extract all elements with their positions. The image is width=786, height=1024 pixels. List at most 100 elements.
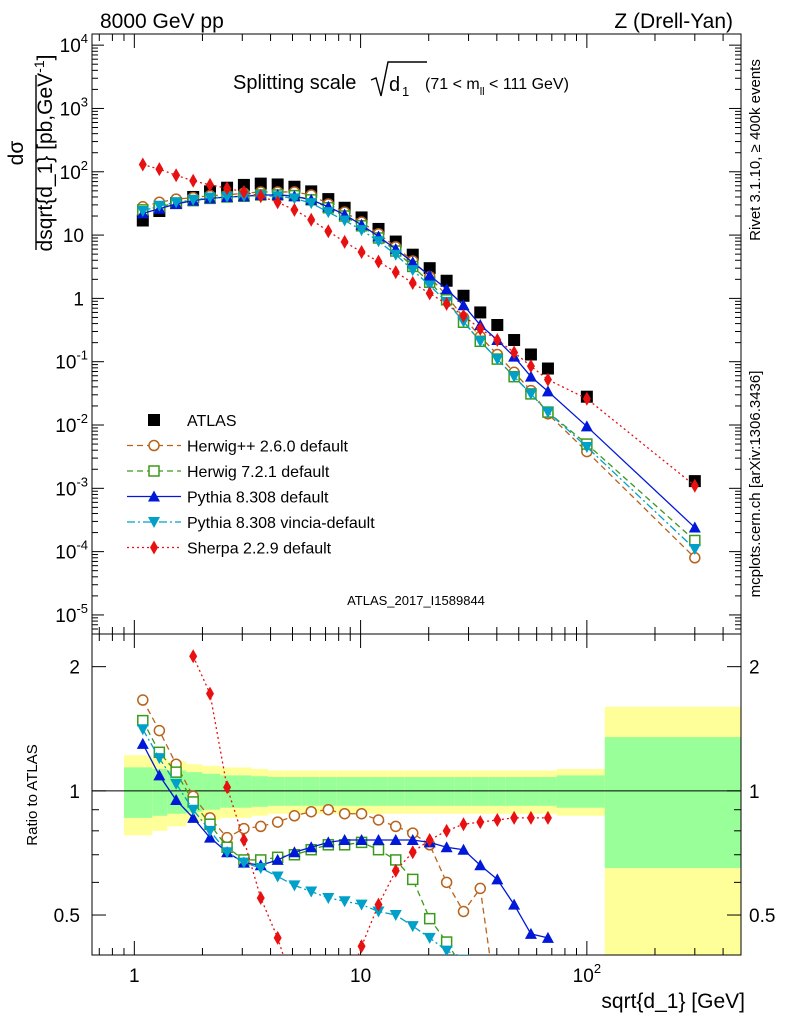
data-point <box>305 198 318 210</box>
ratio-point <box>204 831 217 843</box>
data-point <box>508 371 521 383</box>
ratio-point <box>423 912 436 925</box>
ratio-point <box>474 882 487 895</box>
data-point <box>440 283 453 295</box>
data-point <box>187 194 200 206</box>
y-tick-label: 10-2 <box>55 411 88 437</box>
legend: ATLAS Herwig++ 2.6.0 default Herwig 7.2.1 … <box>127 413 375 558</box>
band-inner <box>556 775 605 808</box>
title-main: Splitting scale <box>233 72 356 94</box>
ylabel-numerator: dσ <box>5 141 28 166</box>
data-point <box>440 274 453 287</box>
ratio-point <box>153 724 166 737</box>
legend-label: Herwig++ 2.6.0 default <box>187 439 349 456</box>
y-tick-label: 10-5 <box>55 601 88 627</box>
ratio-point <box>322 803 335 816</box>
ratio-point <box>488 974 498 984</box>
x-tick-label: 1 <box>129 966 140 987</box>
ratio-point <box>372 843 385 856</box>
data-point <box>442 296 451 311</box>
ratio-point <box>406 873 419 886</box>
band-inner <box>404 777 422 806</box>
data-point <box>138 157 147 172</box>
data-point <box>493 333 502 348</box>
data-point <box>206 177 215 192</box>
ylabel-denominator: dsqrt{d_1} [pb,GeV-1] <box>31 55 57 252</box>
ratio-point <box>271 816 284 828</box>
ratio-point <box>237 857 250 869</box>
ratio-point <box>170 766 182 778</box>
ratio-point <box>357 939 366 954</box>
plot-title: Splitting scale d 1 (71 < mll < 111 GeV) <box>233 61 569 99</box>
data-point <box>541 362 554 375</box>
title-symbol: d <box>389 74 400 96</box>
header-right: Z (Drell-Yan) <box>614 10 733 33</box>
data-point <box>170 197 183 209</box>
data-point <box>391 265 400 280</box>
ratio-series-line <box>192 655 548 955</box>
ratio-point <box>491 873 504 885</box>
data-point <box>690 478 699 493</box>
data-point <box>374 254 383 269</box>
data-point <box>256 189 265 204</box>
mcplots-label: mcplots.cern.ch [arXiv:1306.3436] <box>747 371 764 598</box>
ratio-point <box>305 886 318 898</box>
ratio-y-axis-label: Ratio to ATLAS <box>24 744 41 845</box>
ratio-point <box>137 714 149 727</box>
y-tick-label: 102 <box>60 158 88 184</box>
ratio-point <box>305 805 317 818</box>
data-point <box>307 212 316 227</box>
ratio-point <box>391 863 400 878</box>
ratio-point <box>223 780 232 795</box>
ratio-axes: 0.5 0.5 1 1 2 2 1 10 102 <box>54 633 775 987</box>
ratio-point <box>254 863 267 875</box>
ratio-series-1 <box>137 714 456 955</box>
data-point <box>153 200 166 212</box>
ratio-point <box>374 897 383 912</box>
ratio-y-tick-label: 1 <box>69 782 80 803</box>
analysis-id: ATLAS_2017_I1589844 <box>347 593 485 608</box>
ratio-point <box>389 820 402 833</box>
data-point <box>474 336 487 348</box>
title-subscript: 1 <box>402 84 409 99</box>
band-inner <box>353 777 370 806</box>
ratio-point <box>136 737 149 749</box>
data-point <box>688 521 701 533</box>
ratio-point <box>137 694 149 706</box>
ratio-point <box>372 814 385 826</box>
band-inner <box>284 777 302 806</box>
ratio-point <box>543 810 552 825</box>
ratio-point <box>510 810 519 825</box>
data-point <box>541 407 554 419</box>
band-inner <box>522 777 540 806</box>
data-point <box>136 206 149 218</box>
legend-entry: Herwig++ 2.6.0 default <box>127 439 349 456</box>
ratio-y-tick-label: 0.5 <box>54 906 80 927</box>
data-point <box>510 345 519 360</box>
ratio-point <box>440 876 453 889</box>
data-point <box>580 441 593 453</box>
ratio-point <box>254 820 267 833</box>
ratio-point <box>238 822 250 835</box>
ratio-point <box>476 815 485 830</box>
ratio-point <box>440 841 453 853</box>
data-point <box>457 289 470 302</box>
ratio-point <box>288 880 301 892</box>
ratio-point <box>338 896 351 908</box>
data-point <box>476 321 485 336</box>
band-inner <box>301 777 320 806</box>
legend-marker <box>148 465 160 477</box>
data-point <box>423 280 436 292</box>
ratio-plot-series <box>136 649 554 984</box>
legend-entry: Pythia 8.308 vincia-default <box>127 515 375 532</box>
ratio-point <box>136 724 149 736</box>
ratio-point <box>355 834 368 846</box>
data-point <box>389 249 402 261</box>
data-point <box>459 308 468 323</box>
band-inner <box>421 777 439 806</box>
ratio-point <box>187 804 200 816</box>
ratio-series-4 <box>189 649 552 955</box>
legend-entry: Pythia 8.308 default <box>127 490 329 507</box>
ratio-point <box>322 836 335 848</box>
